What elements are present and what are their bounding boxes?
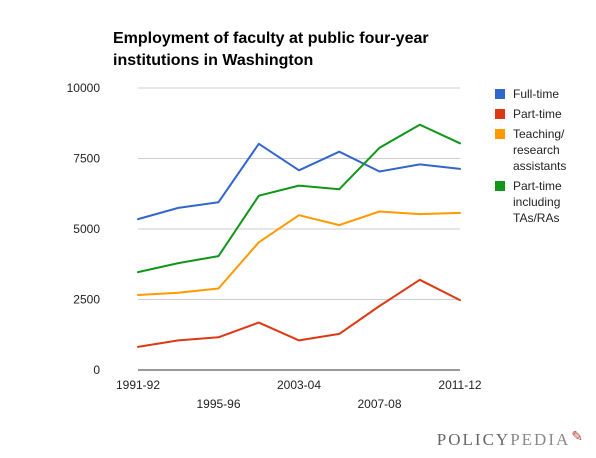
series-lines <box>137 123 461 348</box>
legend-label: TAs/RAs <box>513 211 559 225</box>
x-tick-label: 2011-12 <box>438 378 481 392</box>
series-line-teaching-research-assistants <box>137 210 461 296</box>
legend-label: Full-time <box>513 87 559 101</box>
series-line-part-time <box>137 278 461 348</box>
legend-label: including <box>513 195 560 209</box>
legend-swatch <box>495 181 505 191</box>
quill-icon: ✎ <box>571 430 585 445</box>
y-tick-label: 7500 <box>73 152 100 166</box>
x-tick-label: 2003-04 <box>277 378 321 392</box>
legend-label: Part-time <box>513 107 562 121</box>
legend-label: Teaching/ <box>513 127 565 141</box>
x-tick-label: 1995-96 <box>196 397 240 411</box>
y-tick-label: 0 <box>93 363 100 377</box>
legend-label: assistants <box>513 159 566 173</box>
legend-label: Part-time <box>513 179 562 193</box>
legend-swatch <box>495 109 505 119</box>
legend-swatch <box>495 89 505 99</box>
series-line-part-time-including-tas-ras <box>137 123 461 274</box>
legend-label: research <box>513 143 560 157</box>
legend-swatch <box>495 129 505 139</box>
x-tick-label: 1991-92 <box>116 378 160 392</box>
chart-title-line: institutions in Washington <box>113 52 313 69</box>
y-tick-label: 2500 <box>73 293 100 307</box>
policypedia-logo: POLICYPEDIA✎ <box>437 430 584 450</box>
chart-title: Employment of faculty at public four-yea… <box>113 30 429 69</box>
y-tick-label: 10000 <box>67 81 101 95</box>
brand-pedia: PEDIA <box>510 430 571 449</box>
legend: Full-time Part-time Teaching/research assis… <box>495 87 566 225</box>
brand-policy: POLICY <box>436 430 511 449</box>
chart-title-line: Employment of faculty at public four-yea… <box>113 30 429 47</box>
series-line-full-time <box>137 142 461 221</box>
gridlines <box>138 87 460 371</box>
y-tick-label: 5000 <box>73 222 100 236</box>
y-axis-ticks: 0 2500 5000 7500 10000 <box>67 81 101 377</box>
x-axis-ticks: 1991-92 1995-96 2003-04 2007-08 2011-12 <box>116 378 482 411</box>
x-tick-label: 2007-08 <box>357 397 401 411</box>
